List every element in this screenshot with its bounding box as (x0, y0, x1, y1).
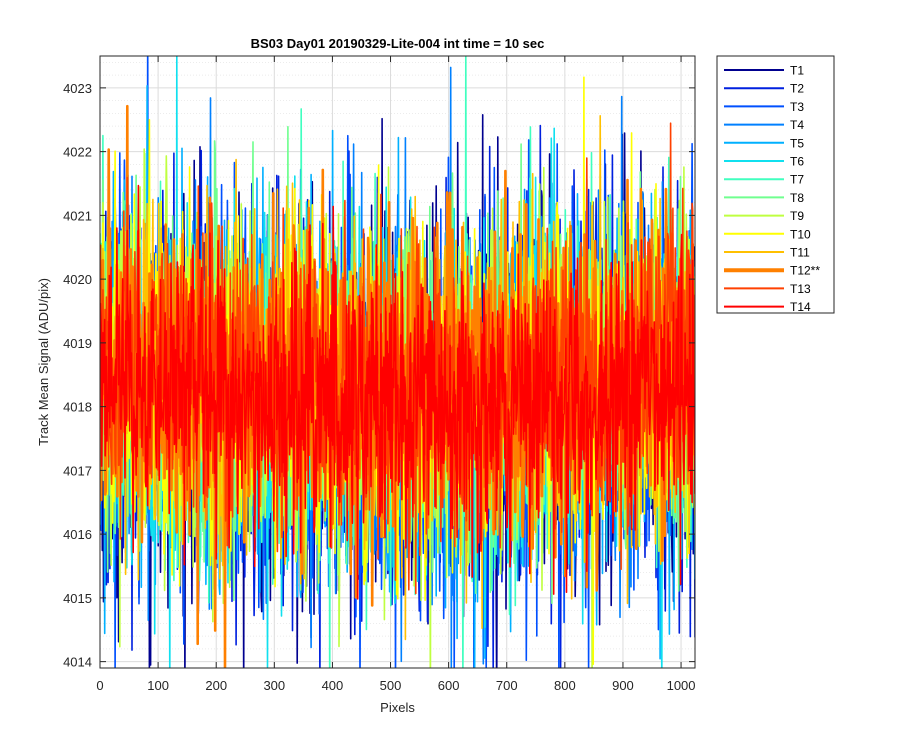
legend: T1 T2 T3 T4 T5 T6 T7 T8 T9 T10 T11 T12** T13 T14 (716, 55, 835, 314)
y-tick-label: 4018 (63, 400, 92, 415)
legend-label: T12** (790, 264, 820, 278)
x-tick-label: 200 (205, 678, 227, 693)
x-axis-label: Pixels (380, 700, 415, 715)
legend-label: T7 (790, 173, 804, 187)
x-tick-label: 800 (554, 678, 576, 693)
x-tick-label: 900 (612, 678, 634, 693)
chart-title: BS03 Day01 20190329-Lite-004 int time = … (251, 36, 545, 51)
legend-label: T4 (790, 118, 804, 132)
legend-label: T10 (790, 227, 811, 241)
y-tick-label: 4015 (63, 591, 92, 606)
legend-label: T14 (790, 300, 811, 314)
y-tick-label: 4016 (63, 527, 92, 542)
series-line-t14 (100, 184, 695, 600)
legend-label: T1 (790, 64, 804, 78)
legend-label: T13 (790, 282, 811, 296)
axes-box (99, 55, 696, 669)
y-tick-label: 4017 (63, 463, 92, 478)
x-tick-label: 500 (380, 678, 402, 693)
x-tick-label: 700 (496, 678, 518, 693)
y-tick-label: 4021 (63, 208, 92, 223)
series-layer (100, 56, 695, 668)
x-tick-label: 600 (438, 678, 460, 693)
legend-label: T5 (790, 136, 804, 150)
x-tick-label: 400 (322, 678, 344, 693)
y-axis-label: Track Mean Signal (ADU/pix) (36, 278, 51, 446)
legend-label: T9 (790, 209, 804, 223)
legend-label: T6 (790, 155, 804, 169)
x-tick-label: 1000 (667, 678, 696, 693)
x-tick-label: 300 (263, 678, 285, 693)
y-tick-label: 4020 (63, 272, 92, 287)
legend-label: T8 (790, 191, 804, 205)
legend-label: T11 (790, 246, 810, 260)
legend-label: T3 (790, 100, 804, 114)
ticks: 0 100 200 300 400 500 600 700 800 900 1000 4014 4015… (63, 56, 696, 693)
y-tick-label: 4022 (63, 145, 92, 160)
y-tick-label: 4014 (63, 655, 92, 670)
x-tick-label: 0 (96, 678, 103, 693)
legend-label: T2 (790, 82, 804, 96)
x-tick-label: 100 (147, 678, 169, 693)
y-tick-label: 4019 (63, 336, 92, 351)
y-tick-label: 4023 (63, 81, 92, 96)
